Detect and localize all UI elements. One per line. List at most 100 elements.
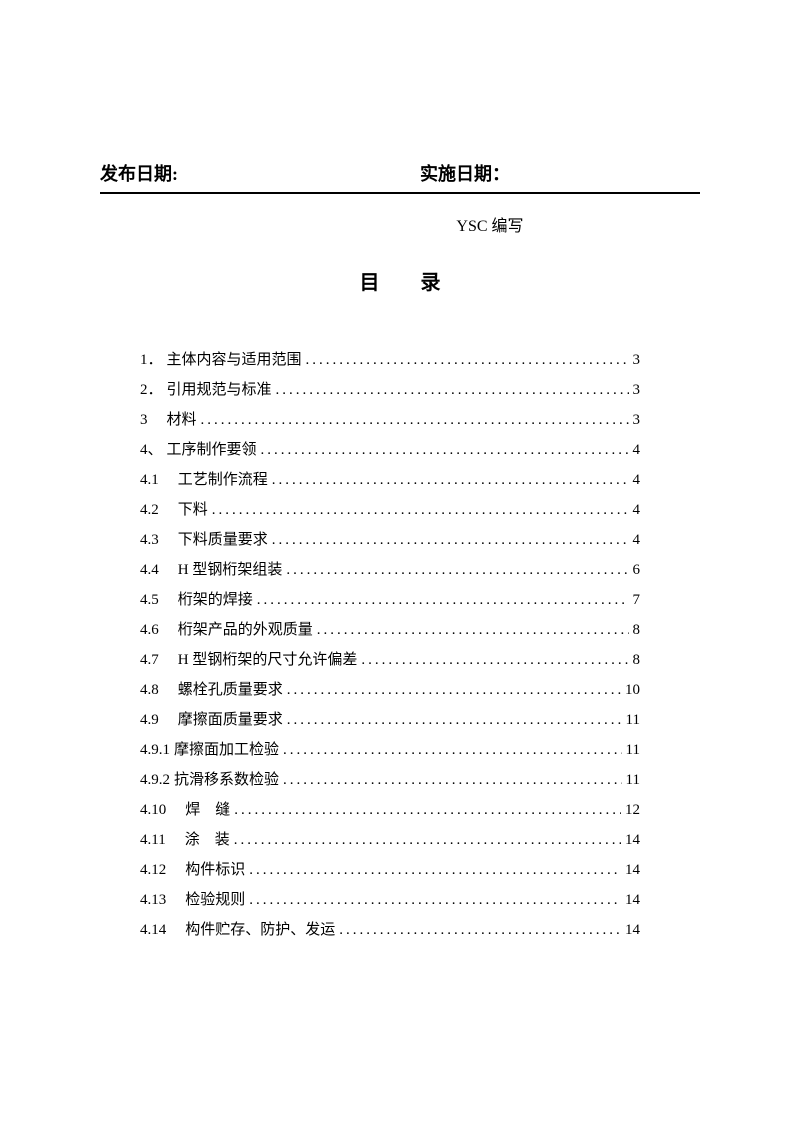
toc-item-dots	[306, 345, 629, 375]
toc-item-number: 1．	[140, 345, 163, 375]
toc-item: 4.10 焊 缝12	[140, 795, 640, 825]
toc-item-label: 构件贮存、防护、发运	[170, 915, 335, 945]
toc-item-page: 8	[633, 615, 641, 645]
toc-item-page: 14	[625, 825, 640, 855]
toc-item-number: 4.13	[140, 885, 166, 915]
toc-item-dots	[287, 675, 621, 705]
toc-item-page: 3	[633, 375, 641, 405]
toc-item-number: 4.9	[140, 705, 159, 735]
toc-item-dots	[201, 405, 629, 435]
toc-item-number: 4.6	[140, 615, 159, 645]
toc-item-label: 摩擦面质量要求	[163, 705, 283, 735]
toc-item: 3 材料3	[140, 405, 640, 435]
toc-item-dots	[287, 705, 622, 735]
toc-item-label: 抗滑移系数检验	[174, 765, 279, 795]
toc-item-label: H 型钢桁架组装	[163, 555, 283, 585]
toc-item-page: 10	[625, 675, 640, 705]
toc-item-label: 材料	[167, 405, 197, 435]
toc-title: 目 录	[100, 266, 700, 295]
toc-item-number: 4.7	[140, 645, 159, 675]
toc-item-page: 14	[625, 885, 640, 915]
toc-item-number: 4.8	[140, 675, 159, 705]
toc-item-page: 4	[633, 525, 641, 555]
toc-item-dots	[234, 795, 621, 825]
toc-item-label: 桁架产品的外观质量	[163, 615, 313, 645]
toc-item-label: 检验规则	[170, 885, 245, 915]
toc-item-dots	[286, 555, 628, 585]
toc-item: 4.6 桁架产品的外观质量 8	[140, 615, 640, 645]
toc-item-number: 4.10	[140, 795, 166, 825]
toc-item-label: 螺栓孔质量要求	[163, 675, 283, 705]
toc-item-page: 14	[625, 915, 640, 945]
toc-item: 4.12 构件标识 14	[140, 855, 640, 885]
toc-item-dots	[249, 885, 621, 915]
toc-item-number: 4.9.1	[140, 735, 170, 765]
toc-item-label: H 型钢桁架的尺寸允许偏差	[163, 645, 358, 675]
publish-date-label: 发布日期:	[100, 160, 380, 186]
implement-date-label: 实施日期：	[380, 160, 700, 186]
toc-item-dots	[212, 495, 629, 525]
toc-item-dots	[283, 735, 622, 765]
toc-item-page: 11	[626, 765, 640, 795]
toc-item-number: 2．	[140, 375, 163, 405]
toc-item-label: 涂 装	[170, 825, 230, 855]
toc-item: 4、 工序制作要领4	[140, 435, 640, 465]
toc-item-page: 4	[633, 465, 641, 495]
toc-item-page: 8	[633, 645, 641, 675]
toc-item-number: 4.12	[140, 855, 166, 885]
toc-item-dots	[272, 525, 629, 555]
toc-item-dots	[234, 825, 621, 855]
toc-item-number: 4.3	[140, 525, 159, 555]
toc-item-page: 3	[633, 345, 641, 375]
toc-item-label: 桁架的焊接	[163, 585, 253, 615]
toc-item-number: 4.5	[140, 585, 159, 615]
toc-item: 4.7 H 型钢桁架的尺寸允许偏差 8	[140, 645, 640, 675]
toc-item-number: 4.4	[140, 555, 159, 585]
toc-item-label: 主体内容与适用范围	[167, 345, 302, 375]
toc-item-number: 4.11	[140, 825, 166, 855]
toc-item: 4.11 涂 装 14	[140, 825, 640, 855]
toc-item-label: 下料质量要求	[163, 525, 268, 555]
toc-item: 4.5 桁架的焊接 7	[140, 585, 640, 615]
toc-item-number: 4、	[140, 435, 163, 465]
toc-item-label: 引用规范与标准	[167, 375, 272, 405]
toc-list: 1．主体内容与适用范围32．引用规范与标准33 材料34、 工序制作要领44.1…	[100, 345, 700, 945]
toc-item-page: 14	[625, 855, 640, 885]
toc-item-page: 6	[633, 555, 641, 585]
toc-item-page: 11	[626, 735, 640, 765]
toc-item-number: 3	[140, 405, 163, 435]
toc-item-page: 7	[633, 585, 641, 615]
header-row: 发布日期: 实施日期：	[100, 160, 700, 194]
toc-item-page: 4	[633, 495, 641, 525]
toc-item: 1．主体内容与适用范围 3	[140, 345, 640, 375]
toc-item: 4.9.2 抗滑移系数检验11	[140, 765, 640, 795]
toc-item: 2．引用规范与标准 3	[140, 375, 640, 405]
toc-item-page: 11	[626, 705, 640, 735]
toc-item: 4.4 H 型钢桁架组装 6	[140, 555, 640, 585]
toc-item-dots	[272, 465, 629, 495]
toc-item-dots	[261, 435, 629, 465]
toc-item: 4.13 检验规则 14	[140, 885, 640, 915]
toc-item-number: 4.14	[140, 915, 166, 945]
toc-item-label: 构件标识	[170, 855, 245, 885]
toc-item-page: 3	[633, 405, 641, 435]
toc-item-label: 下料	[163, 495, 208, 525]
toc-item: 4.14 构件贮存、防护、发运 14	[140, 915, 640, 945]
toc-item-label: 工艺制作流程	[163, 465, 268, 495]
toc-item: 4.3 下料质量要求 4	[140, 525, 640, 555]
toc-item-label: 摩擦面加工检验	[174, 735, 279, 765]
toc-item-number: 4.2	[140, 495, 159, 525]
toc-item-dots	[283, 765, 622, 795]
toc-item: 4.8 螺栓孔质量要求 10	[140, 675, 640, 705]
toc-item-number: 4.1	[140, 465, 159, 495]
toc-item-page: 4	[633, 435, 641, 465]
toc-item: 4.9 摩擦面质量要求 11	[140, 705, 640, 735]
toc-item-dots	[317, 615, 629, 645]
author-line: YSC 编写	[100, 212, 700, 236]
toc-item-dots	[257, 585, 629, 615]
toc-item-dots	[361, 645, 628, 675]
toc-item: 4.1 工艺制作流程 4	[140, 465, 640, 495]
toc-item-dots	[276, 375, 629, 405]
toc-item-label: 焊 缝	[170, 795, 230, 825]
toc-item: 4.9.1 摩擦面加工检验 11	[140, 735, 640, 765]
